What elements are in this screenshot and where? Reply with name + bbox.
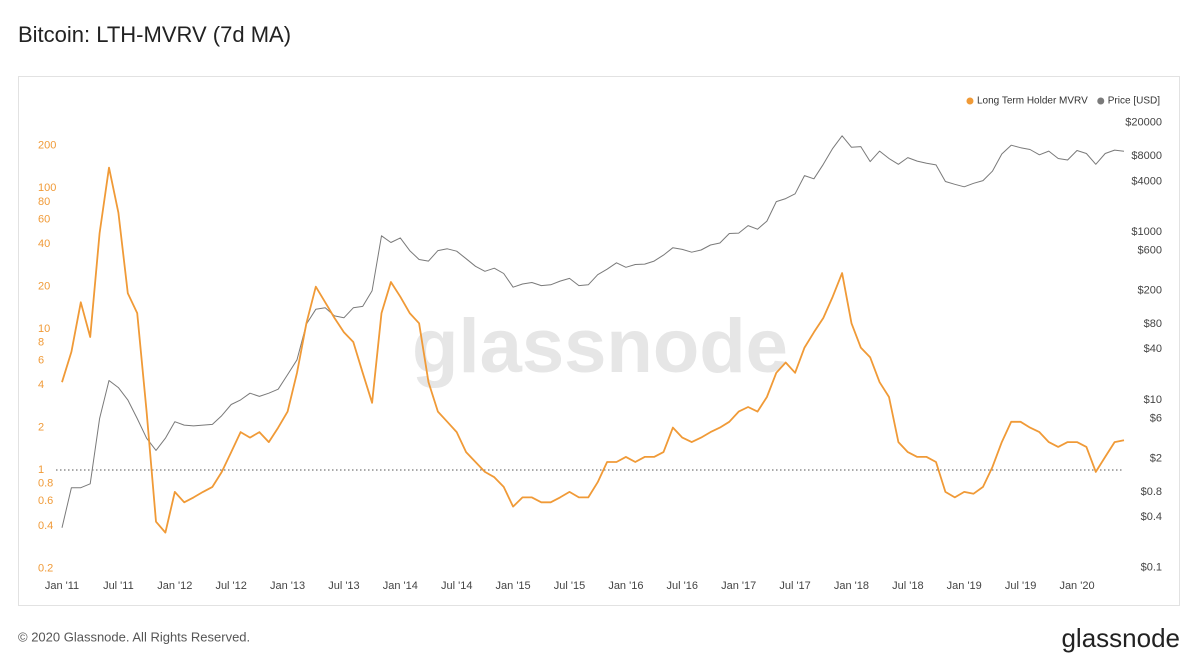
copyright: © 2020 Glassnode. All Rights Reserved. <box>18 629 250 644</box>
x-tick-label: Jul '14 <box>441 580 472 592</box>
y-tick-label: 80 <box>38 196 50 208</box>
y-tick-label: 40 <box>38 238 50 250</box>
brand-logo: glassnode <box>1061 623 1180 653</box>
x-tick-label: Jul '12 <box>215 580 246 592</box>
x-tick-label: Jul '18 <box>892 580 923 592</box>
y2-tick-label: $8000 <box>1131 150 1162 162</box>
y-tick-label: 6 <box>38 354 44 366</box>
y-tick-label: 2 <box>38 422 44 434</box>
series-line <box>61 135 1125 528</box>
y-tick-label: 100 <box>38 182 56 194</box>
x-tick-label: Jan '17 <box>721 580 756 592</box>
y-tick-label: 0.2 <box>38 562 53 574</box>
y2-tick-label: $600 <box>1138 245 1162 257</box>
series-line <box>61 166 1125 534</box>
y-tick-label: 0.8 <box>38 478 53 490</box>
x-tick-label: Jan '20 <box>1059 580 1094 592</box>
y2-tick-label: $10 <box>1144 394 1162 406</box>
y-tick-label: 20 <box>38 281 50 293</box>
x-tick-label: Jan '19 <box>947 580 982 592</box>
y-tick-label: 0.4 <box>38 520 53 532</box>
y-tick-label: 8 <box>38 337 44 349</box>
y-tick-label: 60 <box>38 213 50 225</box>
page-title: Bitcoin: LTH-MVRV (7d MA) <box>18 22 291 47</box>
x-tick-label: Jan '18 <box>834 580 869 592</box>
chart-frame <box>18 76 1180 606</box>
legend-marker <box>1097 97 1105 105</box>
x-tick-label: Jan '12 <box>157 580 192 592</box>
y2-tick-label: $0.4 <box>1141 511 1162 523</box>
x-tick-label: Jan '15 <box>496 580 531 592</box>
y2-tick-label: $20000 <box>1125 117 1162 129</box>
y2-tick-label: $2 <box>1150 452 1162 464</box>
y2-tick-label: $1000 <box>1131 226 1162 238</box>
x-tick-label: Jul '19 <box>1005 580 1036 592</box>
x-tick-label: Jan '13 <box>270 580 305 592</box>
x-tick-label: Jul '15 <box>554 580 585 592</box>
x-tick-label: Jan '14 <box>383 580 418 592</box>
x-tick-label: Jul '16 <box>667 580 698 592</box>
y-tick-label: 0.6 <box>38 495 53 507</box>
x-tick-label: Jan '11 <box>45 580 79 592</box>
y2-tick-label: $200 <box>1138 285 1162 297</box>
legend-marker <box>966 97 974 105</box>
y2-tick-label: $40 <box>1144 343 1162 355</box>
x-tick-label: Jan '16 <box>608 580 643 592</box>
y2-tick-label: $80 <box>1144 318 1162 330</box>
y-tick-label: 1 <box>38 464 44 476</box>
y-tick-label: 10 <box>38 323 50 335</box>
y2-tick-label: $4000 <box>1131 175 1162 187</box>
x-tick-label: Jul '11 <box>103 580 134 592</box>
legend-label: Long Term Holder MVRV <box>977 96 1088 107</box>
x-tick-label: Jul '13 <box>328 580 359 592</box>
x-tick-label: Jul '17 <box>779 580 810 592</box>
y2-tick-label: $0.1 <box>1141 562 1162 574</box>
y2-tick-label: $6 <box>1150 412 1162 424</box>
y2-tick-label: $0.8 <box>1141 486 1162 498</box>
y-tick-label: 4 <box>38 379 44 391</box>
y-tick-label: 200 <box>38 140 56 152</box>
legend-label: Price [USD] <box>1108 96 1160 107</box>
watermark: glassnode <box>412 304 788 389</box>
